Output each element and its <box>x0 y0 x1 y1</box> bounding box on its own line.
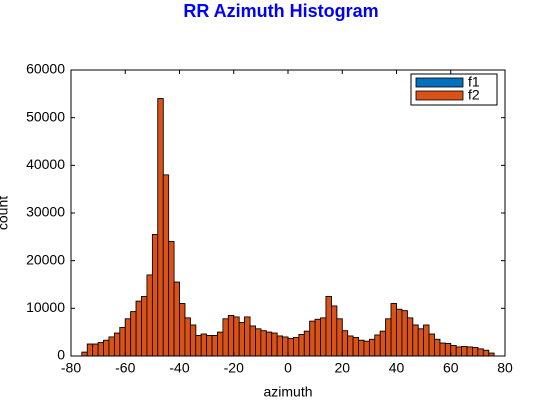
x-tick-label: 60 <box>443 360 459 376</box>
bar <box>222 318 229 357</box>
y-tick-label: 10000 <box>26 299 65 315</box>
x-tick-label: -60 <box>115 360 135 376</box>
bar <box>282 336 289 357</box>
bar <box>141 296 148 357</box>
x-tick-label: 0 <box>284 360 292 376</box>
bar <box>482 349 490 357</box>
bar <box>352 337 359 357</box>
bar <box>173 281 180 357</box>
x-axis-label: azimuth <box>263 384 312 400</box>
bar <box>130 311 137 357</box>
bar <box>86 343 94 357</box>
bar <box>233 316 240 357</box>
bar <box>162 174 170 357</box>
bar <box>368 338 376 357</box>
bar <box>385 318 392 357</box>
bar <box>417 328 425 357</box>
bar <box>114 332 121 357</box>
bar <box>206 335 213 357</box>
y-axis-label: count <box>0 196 11 230</box>
bar <box>379 330 387 357</box>
legend-swatch <box>415 77 464 88</box>
legend-label: f1 <box>468 74 480 90</box>
bar <box>314 318 321 357</box>
bar <box>320 317 327 357</box>
bar <box>168 241 175 357</box>
bar <box>363 340 370 357</box>
bar <box>244 316 251 357</box>
bar <box>217 331 224 357</box>
bar <box>358 339 365 357</box>
bar <box>108 336 115 357</box>
bar <box>184 317 191 357</box>
bar <box>472 347 479 357</box>
bar <box>293 337 300 357</box>
bar <box>434 338 441 357</box>
bar <box>195 335 202 357</box>
bar <box>325 296 332 357</box>
bar <box>124 318 132 357</box>
bar <box>406 317 414 357</box>
bar <box>119 326 126 357</box>
bar <box>146 274 153 357</box>
bar <box>200 333 208 357</box>
bar <box>103 339 110 357</box>
y-tick-label: 20000 <box>26 251 65 267</box>
bar <box>157 98 164 357</box>
bar <box>336 318 343 357</box>
bar <box>439 342 446 357</box>
x-tick-label: -40 <box>169 360 189 376</box>
bar <box>341 330 349 357</box>
bar <box>374 334 381 357</box>
x-tick-label: -20 <box>224 360 244 376</box>
bar <box>255 328 262 357</box>
bar <box>461 346 468 357</box>
bar <box>211 335 218 357</box>
legend-label: f2 <box>468 87 480 103</box>
bar <box>309 320 316 357</box>
bar <box>428 333 435 357</box>
bar <box>455 346 462 357</box>
y-tick-label: 60000 <box>26 61 65 77</box>
bar <box>179 303 186 357</box>
bar <box>238 322 246 357</box>
bar <box>227 315 235 357</box>
x-tick-label: 80 <box>497 360 513 376</box>
bar <box>423 324 430 357</box>
bar <box>92 343 99 357</box>
bar <box>298 334 305 357</box>
bar <box>412 324 419 357</box>
bar <box>151 234 159 357</box>
chart-title: RR Azimuth Histogram <box>183 1 378 21</box>
y-tick-label: 30000 <box>26 204 65 220</box>
bar <box>477 348 484 357</box>
bar <box>260 330 267 357</box>
bar <box>287 337 294 357</box>
bar <box>97 342 104 357</box>
bar <box>466 346 473 357</box>
y-tick-label: 40000 <box>26 156 65 172</box>
x-tick-label: -80 <box>61 360 81 376</box>
legend-swatch <box>415 90 464 101</box>
bar <box>330 305 338 357</box>
bar <box>189 324 197 357</box>
x-tick-label: 40 <box>389 360 405 376</box>
bar <box>347 335 354 357</box>
bar <box>135 300 142 357</box>
bar <box>444 343 452 357</box>
y-tick-label: 50000 <box>26 108 65 124</box>
y-tick-label: 0 <box>57 347 65 363</box>
bar <box>450 345 457 357</box>
bar <box>249 325 256 357</box>
bar <box>401 310 408 357</box>
bar <box>396 308 403 357</box>
bar <box>303 330 311 357</box>
x-tick-label: 20 <box>334 360 350 376</box>
bar <box>81 351 88 357</box>
bar <box>265 331 273 357</box>
bar <box>276 335 283 357</box>
bar <box>390 303 397 357</box>
bar <box>271 332 278 357</box>
